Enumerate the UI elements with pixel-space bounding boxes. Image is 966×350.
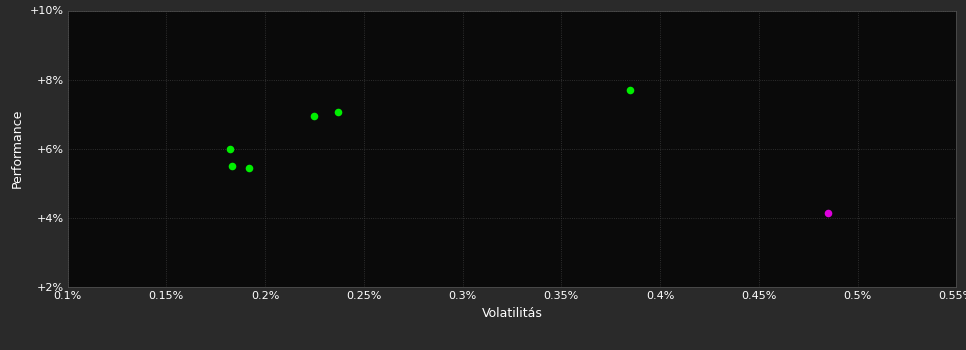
Y-axis label: Performance: Performance	[11, 109, 24, 188]
Point	[224, 163, 240, 169]
X-axis label: Volatilitás: Volatilitás	[481, 307, 543, 320]
Point	[330, 110, 346, 115]
Point	[623, 87, 639, 93]
Point	[820, 210, 836, 216]
Point	[307, 113, 323, 119]
Point	[242, 165, 257, 170]
Point	[222, 146, 238, 152]
